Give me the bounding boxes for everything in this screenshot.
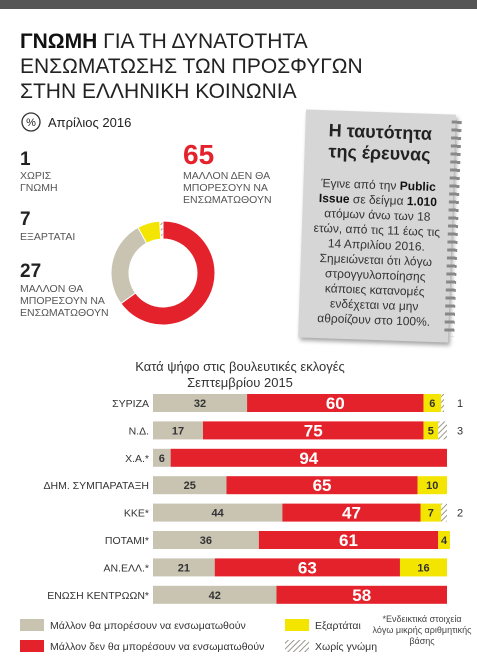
chart-title: ΕΝΣΩΜΑΤΩΣΗΣ ΤΩΝ ΠΡΟΣΦΥΓΩΝ — [20, 55, 363, 78]
chart-title: ΣΤΗΝ ΕΛΛΗΝΙΚΗ ΚΟΙΝΩΝΙΑ — [20, 80, 297, 103]
bar-value: 6 — [159, 453, 165, 465]
bar-segment — [153, 394, 248, 412]
bar-value: 16 — [417, 562, 429, 574]
legend-label: Μάλλον θα μπορέσουν να ενσωματωθούν — [50, 620, 246, 632]
legend-label: Εξαρτάται — [315, 620, 361, 632]
bar-value: 21 — [178, 562, 190, 574]
bar-segment — [153, 421, 203, 440]
y-tick-label: ΠΟΤΑΜΙ* — [105, 535, 149, 547]
donut-slice — [120, 220, 216, 326]
legend-swatch — [285, 640, 309, 652]
bar-value: 5 — [428, 425, 434, 437]
bar-value: 3 — [457, 425, 463, 437]
bar-value: 2 — [457, 508, 463, 520]
bar-segment — [153, 585, 277, 604]
date: Απρίλιος 2016 — [48, 115, 131, 130]
bar-value: 6 — [429, 398, 435, 410]
bar-segment — [438, 531, 450, 549]
y-tick-label: ΚΚΕ* — [124, 508, 149, 520]
y-tick-label: ΣΥΡΙΖΑ — [112, 398, 149, 410]
y-tick-label: ΑΝ.ΕΛΛ.* — [103, 562, 149, 574]
bar-value: 25 — [184, 480, 196, 492]
y-tick-label: ΔΗΜ. ΣΥΜΠΑΡΑΤΑΞΗ — [44, 480, 150, 492]
top-strip — [0, 0, 477, 9]
bar-subtitle: Κατά ψήφο στις βουλευτικές εκλογές Σεπτε… — [135, 359, 345, 390]
y-tick-label: ΕΝΩΣΗ ΚΕΝΤΡΩΩΝ* — [47, 590, 149, 602]
note-body: Έγινε από την Public Issue σε δείγμα 1.0… — [306, 176, 445, 331]
slice-label: ΜΑΛΛΟΝ ΘΑ ΜΠΟΡΕΣΟΥΝ ΝΑ ΕΝΣΩΜΑΤΩΘΟΥΝ — [20, 283, 109, 319]
icon — [21, 112, 41, 132]
legend-label: Χωρίς γνώμη — [315, 641, 377, 653]
slice-label: ΜΑΛΛΟΝ ΔΕΝ ΘΑ ΜΠΟΡΕΣΟΥΝ ΝΑ ΕΝΣΩΜΑΤΩΘΟΥΝ — [183, 170, 272, 206]
legend-swatch — [20, 619, 44, 631]
legend-label: Μάλλον δεν θα μπορέσουν να ενσωματωθούν — [50, 641, 264, 653]
note-text: Έγινε από την — [320, 176, 401, 193]
bar-segment — [153, 476, 227, 495]
bar-value: 32 — [194, 398, 206, 410]
note-text: ατόμων άνω των 18 ετών, από τις 11 έως τ… — [313, 206, 441, 329]
bar-value: 42 — [209, 590, 221, 602]
bar-value: 44 — [212, 508, 225, 520]
bar-segment — [282, 503, 421, 522]
donut-slice — [159, 220, 164, 240]
bar-segment — [214, 558, 400, 577]
bar-value: 63 — [298, 558, 317, 577]
icon-text: % — [26, 117, 36, 129]
bar-segment — [247, 394, 424, 412]
bar-segment — [399, 558, 447, 577]
bar-segment — [226, 476, 418, 495]
bar-segment — [420, 503, 442, 522]
y-tick-label: Χ.Α.* — [125, 453, 149, 465]
legend-swatch — [285, 619, 309, 631]
bar-value: 47 — [342, 504, 361, 523]
slice-value: 27 — [20, 261, 42, 282]
note-text: 1.010 — [406, 194, 438, 210]
bar-value: 4 — [441, 535, 448, 547]
bar-segment — [258, 531, 439, 549]
bar-segment — [417, 476, 447, 495]
bar-segment — [153, 503, 283, 522]
bar-segment — [423, 421, 439, 440]
bar-segment — [441, 503, 447, 522]
bar-segment — [153, 448, 171, 467]
bar-segment — [438, 421, 447, 440]
bar-segment — [170, 448, 447, 467]
bar-segment — [276, 585, 447, 604]
note-card: Η ταυτότητα της έρευνας Έγινε από την Pu… — [298, 109, 456, 343]
bar-segment — [153, 558, 215, 577]
bar-value: 58 — [352, 586, 371, 605]
bar-segment — [202, 421, 424, 440]
bar-value: 65 — [313, 476, 332, 495]
note-text: σε δείγμα — [349, 192, 408, 209]
bar-value: 17 — [172, 425, 184, 437]
legend-swatch — [20, 640, 44, 652]
y-tick-label: Ν.Δ. — [129, 425, 149, 437]
bar-segment — [423, 394, 442, 412]
slice-value: 65 — [183, 139, 215, 170]
slice-label: ΕΞΑΡΤΑΤΑΙ — [20, 231, 76, 243]
bar-value: 94 — [299, 449, 318, 468]
bar-value: 61 — [339, 531, 358, 550]
bar-segment — [441, 394, 445, 412]
bar-value: 7 — [428, 508, 434, 520]
bar-value: 75 — [304, 421, 323, 440]
bar-segment — [153, 531, 259, 549]
slice-value: 7 — [20, 209, 31, 230]
chart-title: ΓΝΩΜΗ ΓΙΑ ΤΗ ΔΥΝΑΤΟΤΗΤΑ — [20, 30, 308, 53]
slice-label: ΧΩΡΙΣ ΓΝΩΜΗ — [20, 170, 58, 194]
note-title: Η ταυτότητα της έρευνας — [328, 120, 433, 165]
footnote: *Ενδεικτικά στοιχεία λόγω μικρής αριθμητ… — [372, 614, 472, 646]
bar-value: 36 — [200, 535, 212, 547]
bar-value: 1 — [457, 398, 463, 410]
bar-value: 60 — [326, 394, 345, 413]
bar-value: 10 — [426, 480, 438, 492]
slice-value: 1 — [20, 149, 31, 170]
